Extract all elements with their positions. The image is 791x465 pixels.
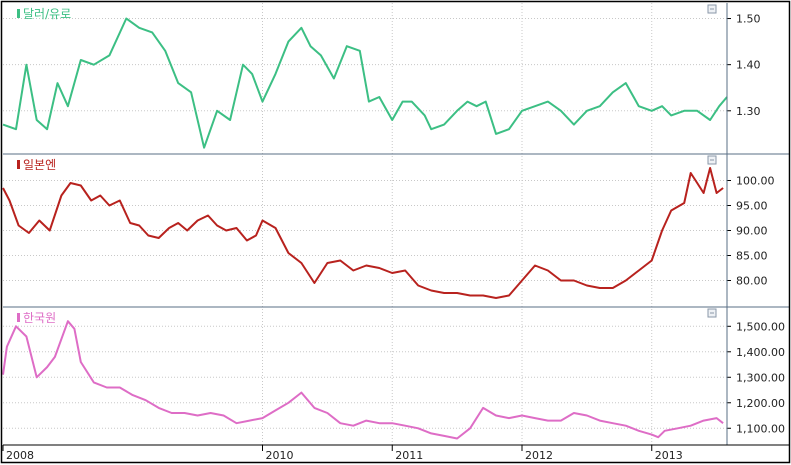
y-tick-label: 90.00 bbox=[736, 225, 768, 238]
y-tick-label: 1,400.00 bbox=[736, 346, 785, 359]
y-tick-label: 85.00 bbox=[736, 250, 768, 263]
y-tick-label: 1,200.00 bbox=[736, 397, 785, 410]
x-tick-label: 2008 bbox=[6, 449, 34, 462]
legend-marker bbox=[17, 313, 20, 322]
x-tick-label: 2012 bbox=[525, 449, 553, 462]
x-tick-label: 2013 bbox=[655, 449, 683, 462]
series-line-1 bbox=[2, 17, 728, 149]
y-tick-label: 100.00 bbox=[736, 175, 775, 188]
series-line-2 bbox=[2, 167, 724, 299]
y-tick-label: 95.00 bbox=[736, 200, 768, 213]
panel-1: 1.30 1.40 1.50 달러/유로 bbox=[2, 4, 761, 149]
legend-marker bbox=[17, 160, 20, 169]
legend-label: 달러/유로 bbox=[23, 7, 71, 21]
y-tick-label: 1,300.00 bbox=[736, 371, 785, 384]
series-line-3 bbox=[2, 320, 724, 440]
y-tick-label: 1.30 bbox=[736, 105, 761, 118]
x-tick-label: 2010 bbox=[265, 449, 293, 462]
y-tick-label: 1.40 bbox=[736, 59, 761, 72]
panel-2: 80.00 85.00 90.00 95.00 100.00 일본엔 bbox=[2, 153, 789, 299]
legend-marker bbox=[17, 9, 20, 18]
legend-label: 일본엔 bbox=[23, 158, 56, 172]
y-tick-label: 1,500.00 bbox=[736, 320, 785, 333]
panel-3: 1,100.00 1,200.00 1,300.00 1,400.00 1,500.00… bbox=[2, 306, 789, 440]
legend-label: 한국원 bbox=[23, 311, 56, 325]
y-tick-label: 1.50 bbox=[736, 13, 761, 26]
y-tick-label: 1,100.00 bbox=[736, 422, 785, 435]
y-tick-label: 80.00 bbox=[736, 275, 768, 288]
x-tick-label: 2011 bbox=[395, 449, 423, 462]
